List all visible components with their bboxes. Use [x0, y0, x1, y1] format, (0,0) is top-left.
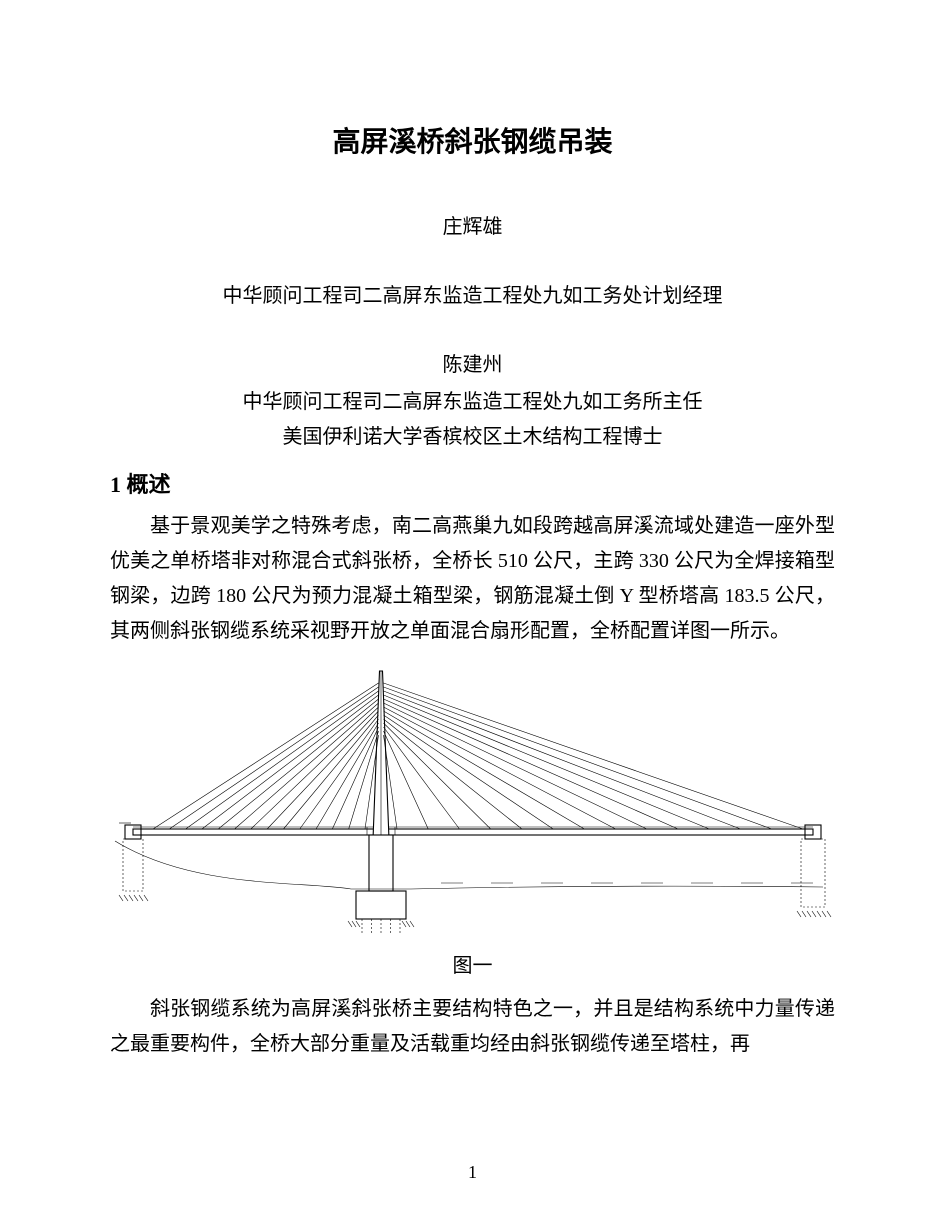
- paragraph-1: 基于景观美学之特殊考虑，南二高燕巢九如段跨越高屏溪流域处建造一座外型优美之单桥塔…: [110, 509, 835, 649]
- author-1: 庄辉雄: [110, 210, 835, 239]
- figure-1: [110, 661, 835, 941]
- figure-1-caption: 图一: [110, 949, 835, 978]
- page-number: 1: [0, 1162, 945, 1183]
- section-1-heading: 1 概述: [110, 467, 835, 499]
- affiliation-2-line-1: 中华顾问工程司二高屏东监造工程处九如工务所主任: [110, 385, 835, 414]
- document-title: 高屏溪桥斜张钢缆吊装: [110, 120, 835, 160]
- affiliation-1: 中华顾问工程司二高屏东监造工程处九如工务处计划经理: [110, 279, 835, 308]
- author-2: 陈建州: [110, 348, 835, 377]
- paragraph-2: 斜张钢缆系统为高屏溪斜张桥主要结构特色之一，并且是结构系统中力量传递之最重要构件…: [110, 992, 835, 1062]
- affiliation-2-line-2: 美国伊利诺大学香槟校区土木结构工程博士: [110, 420, 835, 449]
- bridge-elevation-diagram: [113, 661, 833, 941]
